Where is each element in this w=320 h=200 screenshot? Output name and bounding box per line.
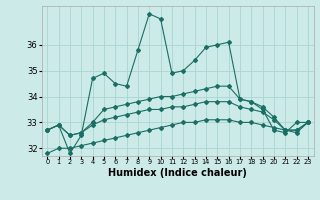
X-axis label: Humidex (Indice chaleur): Humidex (Indice chaleur) <box>108 168 247 178</box>
